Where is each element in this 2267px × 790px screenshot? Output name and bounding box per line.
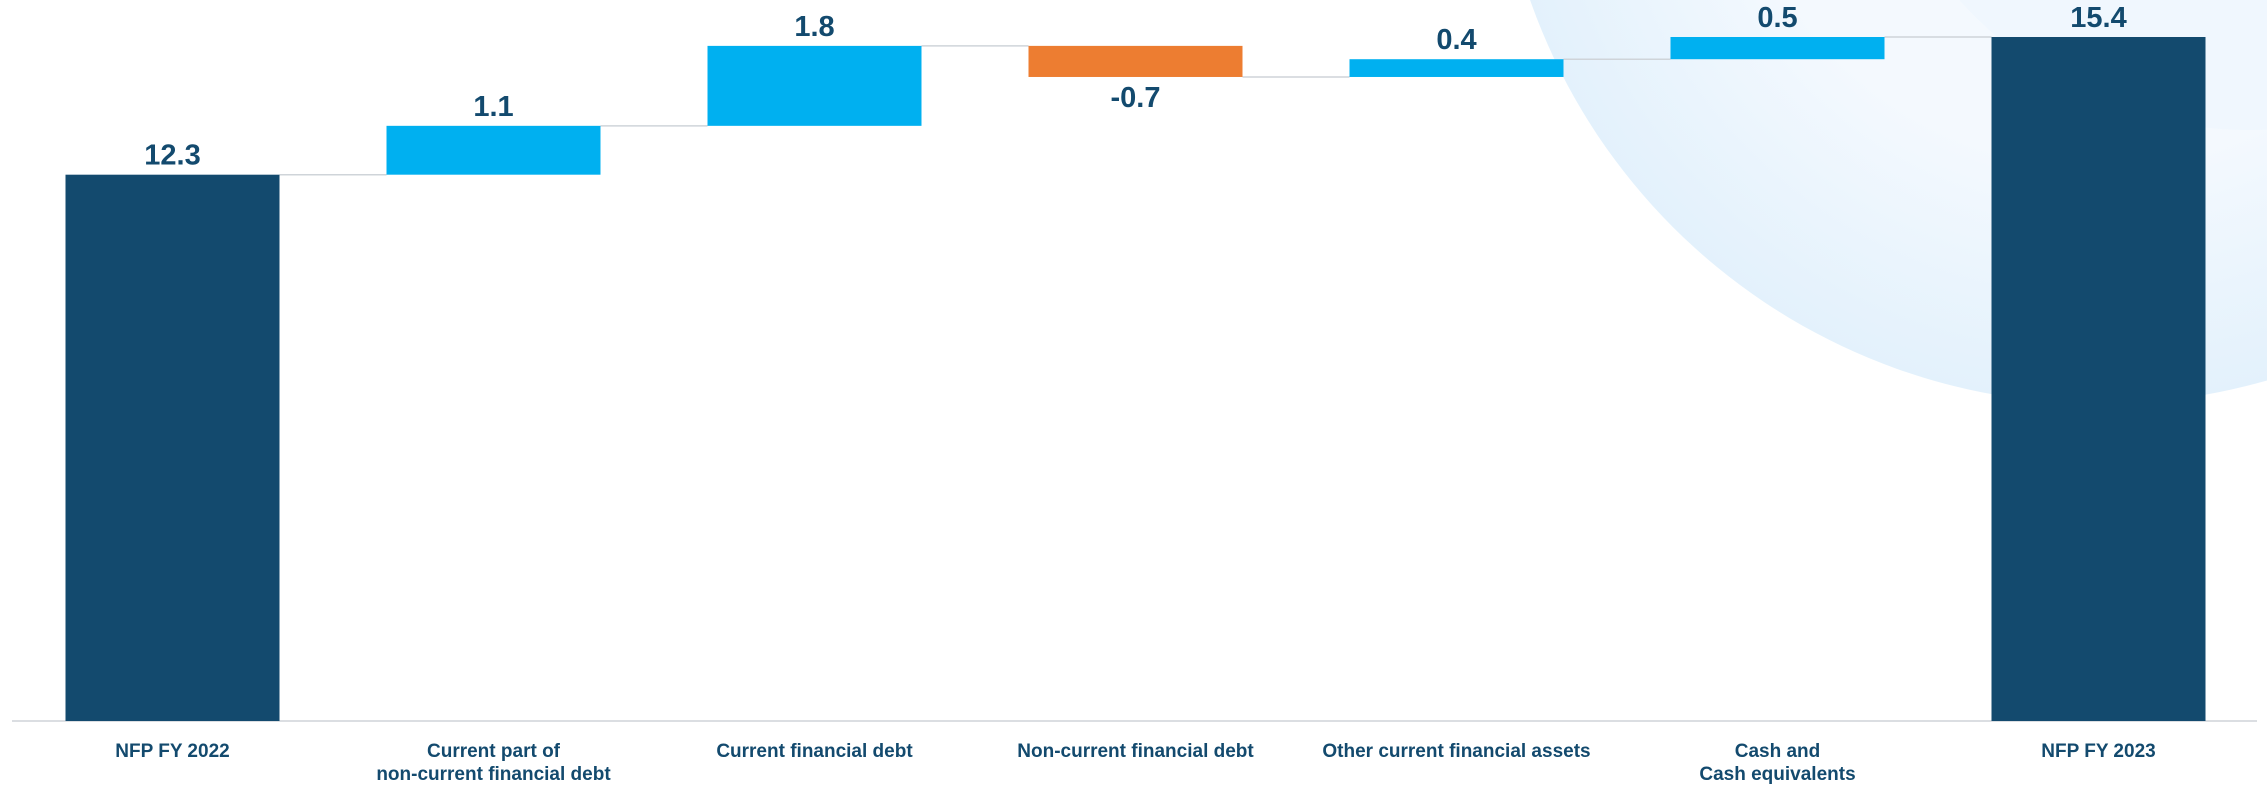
- value-label: 0.5: [1757, 2, 1797, 34]
- bar: [1991, 37, 2206, 721]
- x-tick-label: Other current financial assets: [1322, 741, 1591, 762]
- x-tick-label: Non-current financial debt: [1017, 741, 1254, 762]
- value-label: -0.7: [1111, 82, 1161, 114]
- bar: [707, 45, 922, 126]
- x-tick-label: Current financial debt: [716, 741, 913, 762]
- value-label: 12.3: [144, 140, 200, 172]
- x-tick-label: Cash and Cash equivalents: [1699, 741, 1856, 785]
- value-label: 15.4: [2070, 2, 2126, 34]
- value-label: 1.8: [794, 11, 834, 43]
- bar: [1349, 59, 1564, 77]
- value-label: 1.1: [473, 91, 513, 123]
- x-tick-label: NFP FY 2022: [115, 741, 230, 762]
- x-tick-label: Current part of non-current financial de…: [376, 741, 611, 785]
- bar: [65, 174, 280, 722]
- bar: [386, 125, 601, 175]
- x-tick-label: NFP FY 2023: [2041, 741, 2156, 762]
- value-label: 0.4: [1436, 24, 1476, 56]
- bar: [1028, 45, 1243, 77]
- bar: [1670, 37, 1885, 60]
